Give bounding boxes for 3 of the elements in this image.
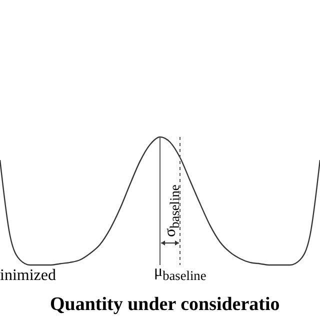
annotation: μ$_{baseline}$ — [154, 263, 206, 284]
x-axis-title: Quantity under consideratio — [50, 294, 280, 316]
text: inimized — [0, 267, 56, 285]
